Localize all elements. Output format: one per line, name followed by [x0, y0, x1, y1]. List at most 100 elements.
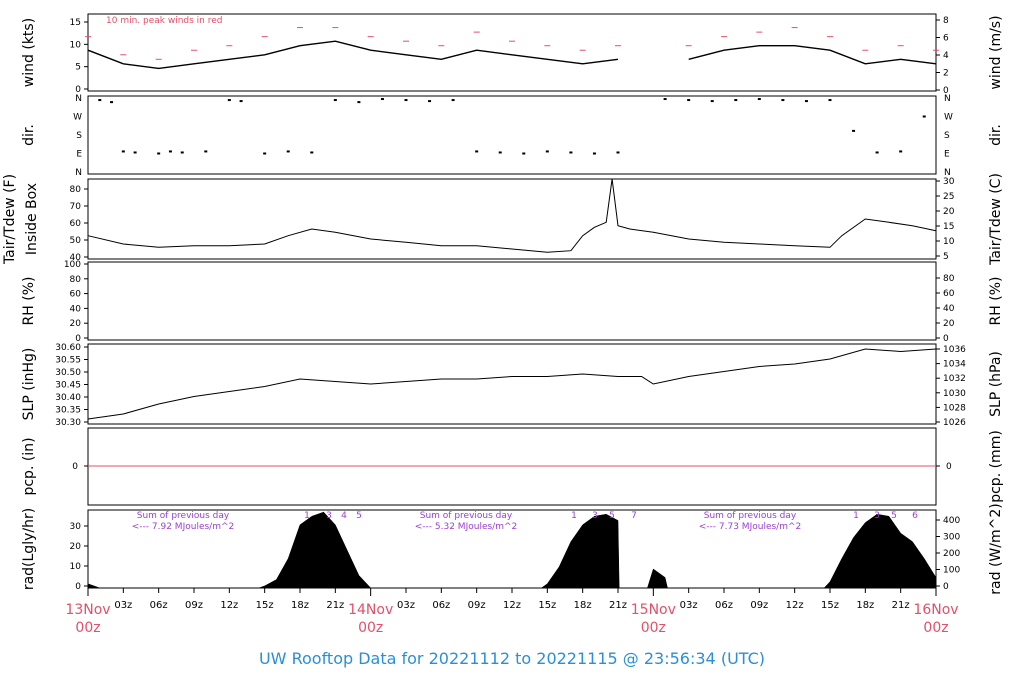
rad-note-line1: Sum of previous day — [420, 511, 513, 521]
time-tick-label: 12z — [503, 600, 521, 611]
dir-point — [852, 129, 856, 132]
slp-left-tick-label: 30.40 — [55, 393, 81, 403]
time-tick-label: 21z — [609, 600, 627, 611]
dir-point — [263, 152, 267, 155]
time-tick-label: 12z — [786, 600, 804, 611]
rad-left-tick-label: 30 — [70, 522, 82, 532]
rad-marker-label: 1 — [853, 511, 859, 521]
slp-left-tick-label: 30.35 — [55, 406, 81, 416]
rh-right-tick-label: 60 — [943, 289, 955, 299]
dir-point — [592, 152, 596, 155]
rh-right-tick-label: 40 — [943, 304, 955, 314]
dir-left-tick-label: W — [73, 113, 82, 123]
slp-right-tick-label: 1034 — [943, 360, 966, 370]
dir-point — [899, 150, 903, 153]
rad-marker-label: 6 — [912, 511, 918, 521]
dir-point — [133, 151, 137, 154]
slp-right-tick-label: 1036 — [943, 345, 966, 355]
rad-marker-label: 3 — [874, 511, 880, 521]
dir-point — [922, 115, 926, 118]
rad-marker-label: 3 — [592, 511, 598, 521]
dir-point — [333, 99, 337, 102]
dir-point — [522, 152, 526, 155]
rad-marker-label: 4 — [341, 511, 347, 521]
rad-marker-label: 1 — [571, 511, 577, 521]
dir-right-tick-label: E — [944, 150, 950, 160]
dir-point — [498, 151, 502, 154]
dir-point — [545, 150, 549, 153]
dir-point — [404, 99, 408, 102]
rad-right-tick-label: 0 — [943, 582, 949, 592]
rh-left-tick-label: 60 — [70, 290, 82, 300]
rh-right-tick-label: 20 — [943, 319, 955, 329]
dir-point — [663, 98, 667, 101]
slp-left-tick-label: 30.55 — [55, 356, 81, 366]
day-label-hour: 00z — [358, 620, 383, 636]
temp-right-tick-label: 10 — [943, 237, 955, 247]
dir-point — [451, 99, 455, 102]
time-tick-label: 15z — [538, 600, 556, 611]
day-label-date: 14Nov — [348, 602, 393, 618]
day-label-date: 13Nov — [65, 602, 110, 618]
pcp-ylabel-left: pcp. (in) — [21, 437, 37, 495]
slp-right-tick-label: 1026 — [943, 418, 966, 428]
temp-left-tick-label: 80 — [70, 185, 82, 195]
rh-right-tick-label: 0 — [943, 334, 949, 344]
time-tick-label: 18z — [291, 600, 309, 611]
wind-left-tick-label: 0 — [75, 85, 81, 95]
slp-left-tick-label: 30.45 — [55, 381, 81, 391]
dir-point — [734, 99, 738, 102]
dir-point — [428, 100, 432, 103]
rad-left-tick-label: 0 — [75, 582, 81, 592]
rh-frame — [87, 261, 937, 341]
temp-left-tick-label: 50 — [70, 236, 82, 246]
time-tick-label: 06z — [715, 600, 733, 611]
rad-marker-label: 5 — [891, 511, 897, 521]
rh-left-tick-label: 100 — [64, 260, 81, 270]
dir-left-tick-label: S — [76, 131, 82, 141]
rh-ylabel-right: RH (%) — [988, 277, 1004, 326]
pcp-right-tick-label: 0 — [946, 462, 952, 472]
time-tick-label: 03z — [680, 600, 698, 611]
time-tick-label: 18z — [856, 600, 874, 611]
dir-point — [110, 101, 114, 104]
dir-left-tick-label: N — [75, 168, 82, 178]
dir-left-tick-label: N — [75, 94, 82, 104]
dir-point — [875, 151, 879, 154]
wind-right-tick-label: 0 — [943, 86, 949, 96]
dir-point — [239, 100, 243, 103]
dir-left-tick-label: E — [76, 150, 82, 160]
time-tick-label: 03z — [114, 600, 132, 611]
day-label-hour: 00z — [923, 620, 948, 636]
pcp-left-tick-label: 0 — [72, 462, 78, 472]
temp-ylabel-left2: Inside Box — [24, 183, 40, 255]
rad-note-line2: <--- 7.73 MJoules/m^2 — [699, 522, 801, 532]
rad-marker-label: 5 — [609, 511, 615, 521]
time-tick-label: 21z — [326, 600, 344, 611]
rh-right-tick-label: 80 — [943, 274, 955, 284]
dir-ylabel-left: dir. — [21, 124, 37, 146]
dir-point — [687, 99, 691, 102]
dir-ylabel-right: dir. — [988, 124, 1004, 146]
rh-left-tick-label: 0 — [75, 334, 81, 344]
wind-speed-line — [87, 40, 937, 70]
dir-point — [828, 99, 832, 102]
rh-left-tick-label: 40 — [70, 304, 82, 314]
footer-title: UW Rooftop Data for 20221112 to 20221115… — [259, 649, 765, 668]
temp-frame — [87, 178, 937, 260]
rad-marker-label: 5 — [356, 511, 362, 521]
rad-left-tick-label: 20 — [70, 542, 82, 552]
rad-note-line1: Sum of previous day — [704, 511, 797, 521]
day-label-hour: 00z — [75, 620, 100, 636]
dir-point — [380, 98, 384, 101]
dir-point — [168, 150, 172, 153]
time-tick-label: 15z — [256, 600, 274, 611]
rad-right-tick-label: 300 — [943, 533, 960, 543]
rad-right-tick-label: 200 — [943, 549, 960, 559]
dir-point — [616, 151, 620, 154]
rad-left-tick-label: 10 — [70, 562, 82, 572]
slp-left-tick-label: 30.50 — [55, 368, 81, 378]
rad-note-line1: Sum of previous day — [137, 511, 230, 521]
